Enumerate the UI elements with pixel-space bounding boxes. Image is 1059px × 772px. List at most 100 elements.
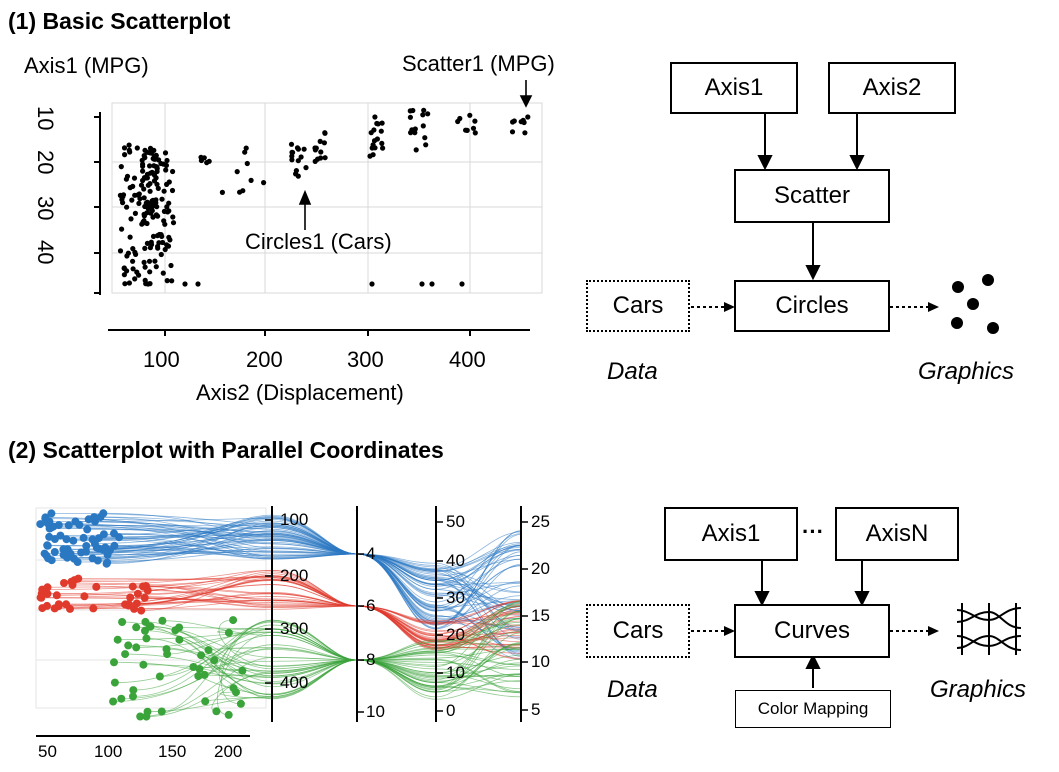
pc-point: [158, 616, 167, 625]
scatter-point: [164, 278, 170, 284]
pc-point: [92, 582, 101, 591]
scatter-point: [142, 264, 148, 270]
scatter-point: [160, 161, 167, 167]
data-label-2: Data: [607, 676, 658, 703]
scatter-point: [289, 157, 295, 163]
scatter-point: [322, 130, 328, 136]
scatter-point: [140, 177, 146, 184]
scatter-point: [154, 168, 160, 175]
scatter-point: [289, 149, 295, 155]
scatter-point: [144, 210, 150, 216]
scatter-point: [423, 142, 429, 148]
pc-point: [70, 554, 78, 563]
pc-point: [139, 660, 148, 669]
pc-point: [236, 699, 245, 708]
scatter-point: [122, 152, 128, 158]
pc-point: [132, 643, 141, 652]
pc-point: [96, 513, 105, 522]
pc-point: [84, 515, 93, 524]
scatter-point: [379, 120, 385, 126]
pc-point: [47, 523, 56, 532]
scatter-point: [118, 164, 124, 170]
mpg-tick-20: 20: [446, 625, 465, 644]
scatter-point: [132, 210, 138, 216]
pc-point: [92, 543, 101, 552]
scatter-point: [370, 142, 376, 148]
scatter-point: [126, 142, 132, 148]
pc-point: [43, 541, 52, 550]
scatter-point: [140, 168, 146, 174]
pc-point: [139, 582, 147, 591]
pc-point: [71, 517, 80, 526]
scatter-point: [407, 108, 413, 114]
scatter-point: [141, 195, 147, 201]
scatter-point: [520, 117, 526, 123]
scatter-point: [420, 112, 426, 118]
scatter-point: [425, 111, 431, 117]
scatter-point: [156, 231, 162, 238]
pc-line: [74, 541, 522, 629]
scatter-point: [472, 118, 478, 124]
pc-point: [201, 697, 210, 706]
pc-point: [224, 710, 233, 719]
scatter-point: [137, 196, 143, 202]
pc-point: [59, 545, 68, 554]
scatter-point: [371, 138, 378, 144]
scatter-point: [147, 245, 153, 251]
scatter-point: [369, 281, 375, 287]
pc-x-tick-100: 100: [94, 742, 123, 761]
scatter-point: [141, 218, 147, 224]
scatter-point: [522, 130, 528, 136]
pc-x-tick-50: 50: [38, 742, 57, 761]
cyl-tick-8: 8: [366, 650, 376, 669]
scatter-point: [234, 169, 240, 175]
scatter-point: [303, 165, 309, 171]
scatter-point: [457, 115, 463, 122]
scatter-point: [312, 158, 318, 164]
scatter-point: [146, 258, 153, 264]
scatter-point: [298, 154, 304, 160]
pc-point: [37, 593, 46, 602]
scatter-point: [467, 112, 473, 118]
pc-point: [197, 651, 206, 660]
graphics-label-2: Graphics: [930, 676, 1027, 703]
scatter-point: [204, 160, 210, 166]
pc-point: [137, 606, 146, 615]
pc-point: [47, 509, 56, 518]
pc-point: [194, 672, 203, 681]
scatter-point: [421, 107, 427, 113]
pc-point: [110, 658, 118, 667]
scatter-point: [408, 130, 414, 136]
pc-point: [66, 604, 74, 613]
scatter-point: [470, 125, 477, 131]
pc-point: [212, 707, 221, 716]
pc-point: [238, 666, 247, 675]
pc-point: [79, 533, 88, 542]
scatter-point: [237, 189, 243, 195]
pc-point: [189, 663, 198, 671]
scatter-point: [509, 129, 516, 135]
axis1-box-2: Axis1: [664, 507, 798, 561]
ellipsis: ···: [802, 519, 824, 544]
scatter-point: [124, 268, 130, 274]
axis1-box: Axis1: [670, 62, 798, 114]
scatter-point: [131, 175, 138, 181]
pc-point: [115, 533, 124, 542]
scatter-point: [295, 173, 301, 179]
pc-point: [129, 686, 138, 695]
acc-tick-25: 25: [531, 512, 550, 531]
scatter-point: [130, 246, 136, 252]
pc-point: [41, 513, 50, 522]
pc-point: [155, 672, 164, 681]
scatter-point: [147, 188, 153, 194]
pc-point: [54, 521, 63, 530]
scatter-point: [195, 281, 201, 287]
mpg-tick-10: 10: [446, 663, 465, 682]
pc-point: [129, 692, 137, 701]
pc-point: [36, 520, 45, 529]
pc-point: [210, 656, 219, 665]
scatter-point: [182, 281, 188, 287]
